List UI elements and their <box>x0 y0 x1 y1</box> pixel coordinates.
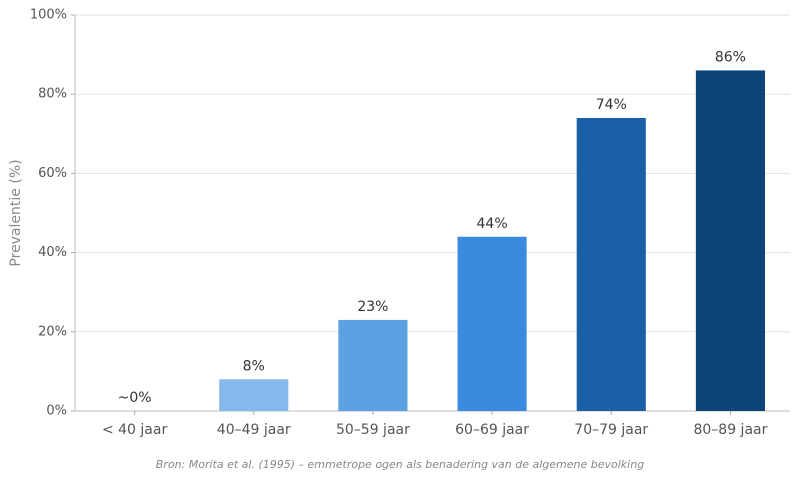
bar <box>219 379 289 411</box>
bar <box>576 117 646 412</box>
x-tick-label: 80–89 jaar <box>693 422 767 438</box>
y-tick-label: 20% <box>38 324 67 339</box>
value-label: 23% <box>357 299 388 315</box>
value-label: 44% <box>477 216 508 232</box>
y-axis-label: Prevalentie (%) <box>8 159 24 266</box>
value-label: 74% <box>596 97 627 113</box>
x-tick-label: < 40 jaar <box>102 422 167 438</box>
source-note: Bron: Morita et al. (1995) – emmetrope o… <box>156 458 644 471</box>
x-tick-label: 70–79 jaar <box>574 422 648 438</box>
bar <box>338 319 408 411</box>
y-tick-label: 0% <box>46 404 67 419</box>
y-tick-label: 40% <box>38 245 67 260</box>
y-tick-label: 60% <box>38 166 67 181</box>
x-tick-label: 50–59 jaar <box>336 422 410 438</box>
value-label: 86% <box>715 49 746 65</box>
y-tick-label: 80% <box>38 87 67 102</box>
value-label: ~0% <box>118 390 152 406</box>
bar <box>457 236 527 411</box>
x-tick-label: 60–69 jaar <box>455 422 529 438</box>
value-label: 8% <box>243 358 265 374</box>
bar <box>695 70 765 411</box>
y-tick-label: 100% <box>30 8 67 23</box>
x-tick-label: 40–49 jaar <box>217 422 291 438</box>
